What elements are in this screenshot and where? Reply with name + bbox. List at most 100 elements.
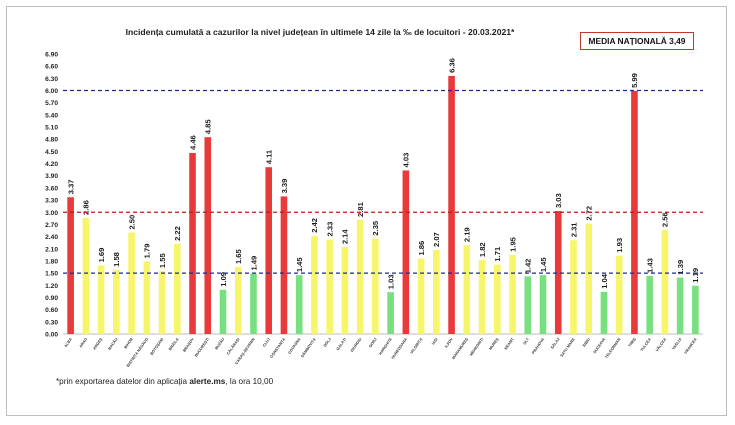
- category-label: CONSTANȚA: [269, 337, 286, 359]
- bar: [265, 167, 273, 334]
- category-label: SUCEAVA: [593, 337, 607, 354]
- category-label: BOTOȘANI: [150, 337, 165, 356]
- category-label: GALAȚI: [336, 337, 347, 351]
- value-label: 2.22: [173, 226, 182, 241]
- category-label: BUCUREȘTI: [194, 337, 210, 357]
- bar: [570, 240, 577, 334]
- y-tick-label: 4.80: [45, 137, 58, 144]
- y-tick-label: 0.60: [45, 307, 58, 314]
- value-label: 2.35: [371, 220, 380, 236]
- bar: [128, 232, 135, 334]
- category-label: BACĂU: [107, 337, 119, 351]
- value-label: 2.81: [356, 201, 365, 217]
- y-tick-label: 5.70: [45, 100, 58, 107]
- value-label: 4.46: [188, 135, 197, 150]
- category-label: DOLJ: [323, 337, 332, 348]
- y-tick-label: 2.10: [45, 246, 58, 253]
- bar: [554, 211, 562, 334]
- category-label: GORJ: [368, 337, 377, 348]
- y-tick-label: 3.90: [45, 173, 58, 180]
- value-label: 3.39: [280, 179, 289, 194]
- y-tick-label: 4.20: [45, 161, 58, 168]
- bar: [600, 291, 608, 334]
- value-label: 2.50: [127, 215, 136, 230]
- bar: [356, 219, 364, 334]
- bar: [448, 75, 455, 335]
- bar: [692, 285, 699, 334]
- category-label: PRAHOVA: [531, 337, 545, 355]
- value-label: 1.79: [143, 244, 152, 259]
- value-label: 1.09: [219, 272, 228, 287]
- bar: [661, 230, 669, 334]
- value-label: 1.82: [478, 242, 487, 257]
- y-tick-label: 0.90: [45, 295, 58, 302]
- category-label: BRĂILA: [167, 336, 179, 351]
- y-tick-label: 6.90: [45, 52, 58, 59]
- bar: [433, 250, 440, 334]
- value-label: 6.36: [447, 58, 456, 73]
- category-label: SATU MARE: [560, 337, 576, 358]
- bar: [113, 269, 120, 334]
- footnote-prefix: *prin exportarea datelor din aplicația: [56, 377, 190, 386]
- bar: [417, 258, 425, 334]
- bar: [311, 235, 318, 334]
- value-label: 1.95: [508, 236, 517, 252]
- category-label: IAȘI: [431, 337, 439, 345]
- value-label: 4.03: [402, 153, 411, 168]
- y-tick-label: 1.50: [45, 271, 58, 278]
- value-label: 1.39: [676, 260, 685, 275]
- value-label: 1.58: [112, 252, 121, 267]
- y-tick-label: 3.60: [45, 185, 58, 192]
- bar: [250, 273, 257, 334]
- value-label: 5.99: [630, 73, 639, 88]
- value-label: 2.14: [341, 229, 350, 245]
- category-label: TIMIȘ: [628, 337, 637, 348]
- category-label: MARAMUREȘ: [451, 337, 469, 360]
- bar: [478, 260, 486, 334]
- category-label: VRANCEA: [684, 337, 698, 355]
- bar: [204, 137, 212, 334]
- bar: [189, 153, 196, 334]
- bar: [67, 197, 74, 334]
- value-label: 1.55: [158, 253, 167, 269]
- bar: [524, 276, 532, 334]
- value-label: 4.85: [204, 119, 213, 135]
- bar: [615, 255, 623, 334]
- bar: [97, 265, 105, 334]
- bar: [234, 267, 242, 334]
- value-label: 2.33: [325, 222, 334, 237]
- bar: [158, 271, 166, 334]
- y-tick-label: 6.00: [45, 88, 58, 95]
- bar: [676, 277, 684, 334]
- category-label: VÂLCEA: [654, 337, 667, 353]
- footnote-suffix: , la ora 10,00: [225, 377, 274, 386]
- category-label: VASLUI: [671, 337, 682, 350]
- y-tick-label: 2.40: [45, 234, 58, 241]
- category-label: CĂLĂRAȘI: [225, 337, 240, 356]
- category-label: GIURGIU: [350, 337, 363, 353]
- bar: [326, 239, 333, 334]
- value-label: 2.86: [82, 200, 91, 215]
- national-average-box: MEDIA NAȚIONALĂ 3,49: [580, 32, 694, 50]
- bar: [219, 289, 227, 334]
- y-tick-label: 3.00: [45, 210, 58, 217]
- category-label: ARGEȘ: [92, 337, 103, 351]
- bar: [143, 261, 151, 334]
- value-label: 2.42: [310, 218, 319, 233]
- value-label: 3.03: [554, 193, 563, 208]
- category-label: SIBIU: [582, 337, 591, 348]
- value-label: 1.69: [97, 248, 106, 263]
- y-tick-label: 0.30: [45, 319, 58, 326]
- value-label: 1.45: [539, 257, 548, 273]
- footnote-app: alerte.ms: [189, 377, 226, 386]
- category-label: DÂMBOVIȚA: [299, 337, 316, 359]
- y-tick-label: 0.00: [45, 332, 58, 339]
- value-label: 2.07: [432, 232, 441, 247]
- y-tick-label: 5.40: [45, 112, 58, 119]
- category-label: NEAMȚ: [504, 337, 515, 351]
- category-label: BUZĂU: [214, 337, 226, 351]
- category-label: HARGHITA: [378, 337, 393, 356]
- value-label: 1.93: [615, 238, 624, 253]
- bar: [387, 292, 394, 334]
